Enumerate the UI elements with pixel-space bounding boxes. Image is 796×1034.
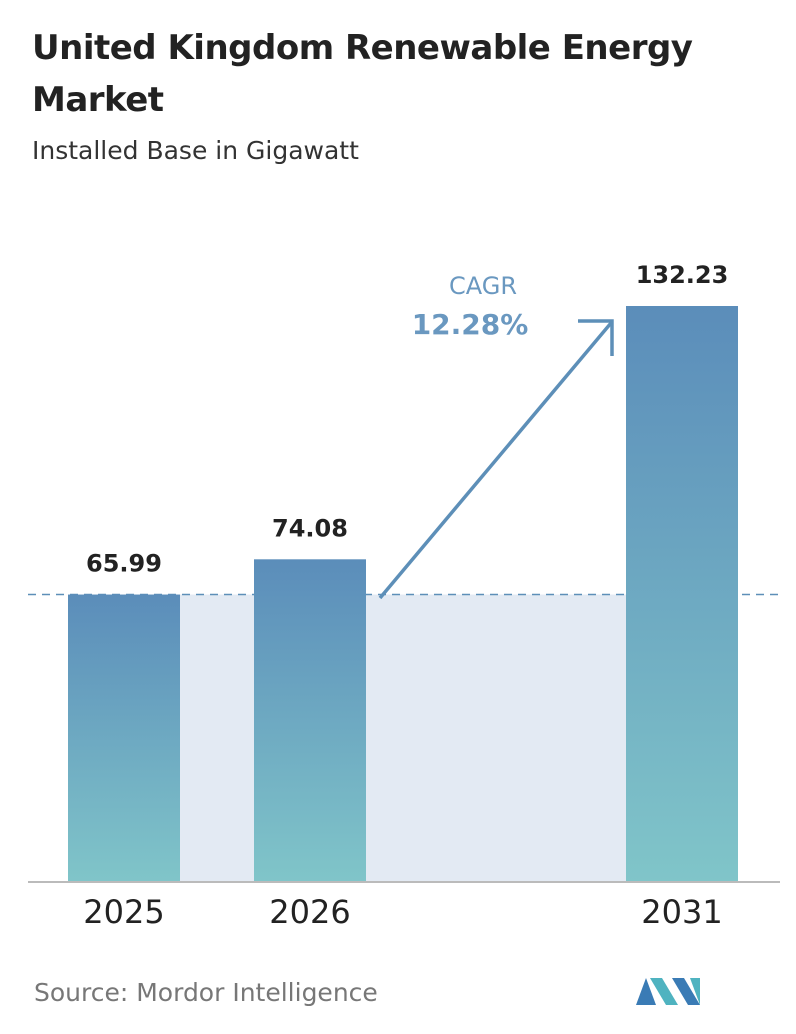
chart-subtitle: Installed Base in Gigawatt bbox=[32, 136, 359, 165]
bar bbox=[254, 559, 366, 882]
cagr-arrowhead bbox=[578, 319, 614, 356]
cagr-value: 12.28% bbox=[412, 308, 529, 341]
cagr-arrow bbox=[378, 321, 613, 600]
value-label: 65.99 bbox=[86, 550, 162, 578]
logo bbox=[636, 978, 700, 1005]
x-tick-label: 2031 bbox=[641, 893, 722, 931]
bar bbox=[68, 594, 180, 882]
value-label: 132.23 bbox=[636, 261, 729, 289]
bar bbox=[626, 306, 738, 882]
x-tick-label: 2025 bbox=[83, 893, 164, 931]
value-label: 74.08 bbox=[272, 514, 348, 542]
cagr-label: CAGR bbox=[449, 272, 517, 300]
source: Source: Mordor Intelligence bbox=[34, 978, 378, 1007]
x-tick-label: 2026 bbox=[269, 893, 350, 931]
chart-title: United Kingdom Renewable Energy Market bbox=[32, 28, 693, 120]
reference-area bbox=[124, 594, 682, 882]
